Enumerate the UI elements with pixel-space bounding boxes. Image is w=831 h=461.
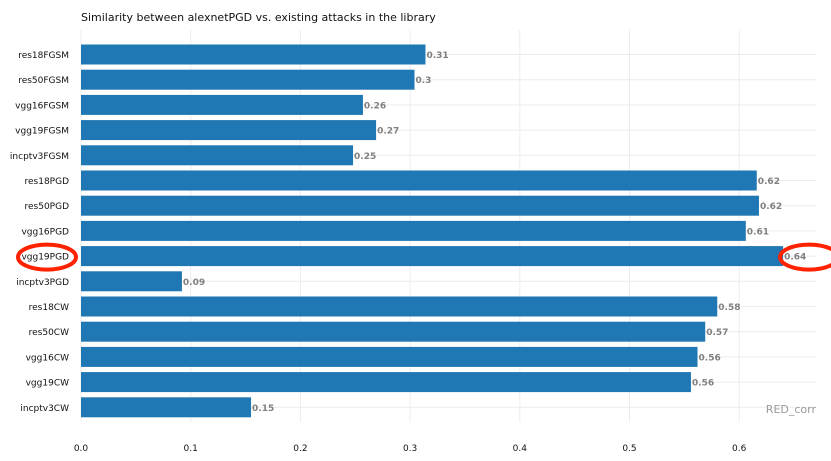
highlight-ellipse-value — [778, 242, 831, 272]
data-label: 0.62 — [758, 177, 780, 187]
y-tick-label: res50CW — [29, 328, 69, 338]
data-label: 0.58 — [718, 303, 740, 313]
x-tick-label: 0.5 — [622, 444, 636, 454]
x-tick-label: 0.4 — [513, 444, 528, 454]
bar-vgg16PGD — [81, 220, 746, 241]
watermark-label: RED_corr — [766, 403, 817, 416]
data-labels: 0.31 0.3 0.26 0.27 0.25 0.62 0.62 0.61 0.64 0.09 0… — [183, 51, 806, 414]
highlight-ellipse-label — [16, 242, 78, 272]
chart-title: Similarity between alexnetPGD vs. existi… — [81, 11, 436, 24]
data-label: 0.15 — [252, 404, 274, 414]
data-label: 0.3 — [415, 76, 431, 86]
bar-res18PGD — [81, 170, 757, 191]
x-tick-labels: 0.0 0.1 0.2 0.3 0.4 0.5 0.6 — [74, 444, 747, 454]
data-label: 0.64 — [784, 253, 806, 263]
y-tick-label: res50FGSM — [18, 76, 69, 86]
y-tick-label: incptv3FGSM — [10, 152, 69, 162]
data-label: 0.31 — [426, 51, 448, 61]
data-label: 0.61 — [747, 227, 769, 237]
y-tick-label: vgg19FGSM — [15, 127, 69, 137]
bar-res18FGSM — [81, 44, 426, 65]
data-label: 0.62 — [760, 202, 782, 212]
bar-vgg19PGD — [81, 246, 784, 267]
bar-vgg19FGSM — [81, 120, 377, 141]
bars-group — [81, 44, 784, 418]
data-label: 0.27 — [377, 127, 399, 137]
bar-vgg16CW — [81, 346, 698, 367]
bar-incptv3CW — [81, 397, 252, 418]
bar-vgg19CW — [81, 372, 691, 393]
y-tick-label: res18PGD — [24, 177, 69, 187]
y-tick-label: vgg19CW — [26, 379, 69, 389]
highlight-markers — [16, 242, 831, 272]
y-tick-label: res18CW — [29, 303, 69, 313]
y-tick-label: vgg16PGD — [21, 227, 69, 237]
x-tick-label: 0.2 — [293, 444, 307, 454]
x-tick-label: 0.0 — [74, 444, 89, 454]
data-label: 0.26 — [364, 101, 386, 111]
bar-res50PGD — [81, 195, 759, 216]
y-tick-label: vgg16CW — [26, 353, 69, 363]
y-tick-labels: res18FGSM res50FGSM vgg16FGSM vgg19FGSM incp… — [10, 51, 69, 414]
bar-incptv3PGD — [81, 271, 182, 292]
y-tick-label: res18FGSM — [18, 51, 69, 61]
data-label: 0.56 — [692, 379, 714, 389]
data-label: 0.57 — [706, 328, 728, 338]
bar-res50FGSM — [81, 69, 415, 90]
y-tick-label: vgg16FGSM — [15, 101, 69, 111]
x-tick-label: 0.1 — [184, 444, 198, 454]
x-tick-label: 0.6 — [732, 444, 747, 454]
bar-vgg16FGSM — [81, 94, 363, 115]
y-tick-label: vgg19PGD — [21, 253, 69, 263]
data-label: 0.56 — [699, 353, 721, 363]
y-tick-label: res50PGD — [24, 202, 69, 212]
y-tick-label: incptv3PGD — [16, 278, 69, 288]
x-tick-label: 0.3 — [403, 444, 417, 454]
bar-incptv3FGSM — [81, 145, 354, 166]
bar-res50CW — [81, 321, 706, 342]
data-label: 0.09 — [183, 278, 205, 288]
data-label: 0.25 — [354, 152, 376, 162]
y-tick-label: incptv3CW — [20, 404, 69, 414]
bar-res18CW — [81, 296, 718, 317]
